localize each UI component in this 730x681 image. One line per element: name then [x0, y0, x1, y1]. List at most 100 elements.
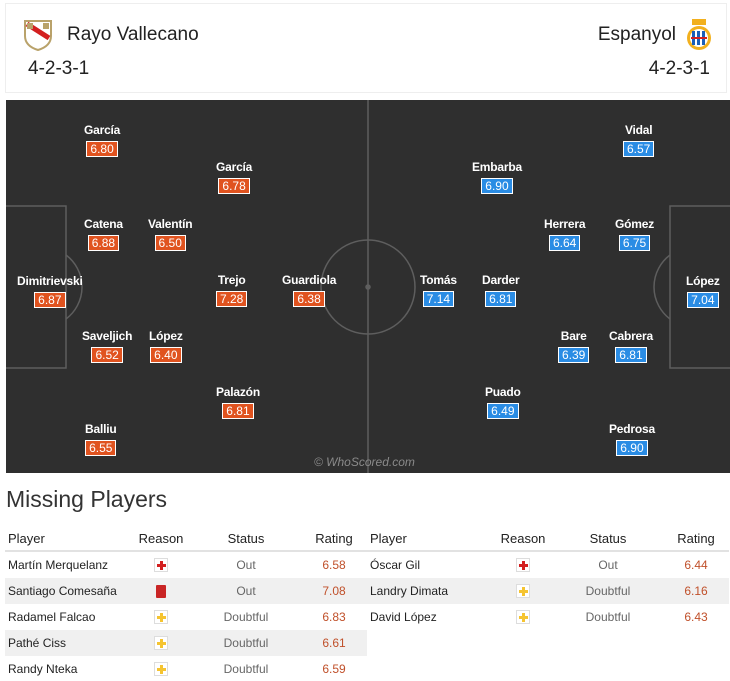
doubtful-icon: [154, 610, 168, 624]
status: Doubtful: [585, 584, 631, 598]
player-name[interactable]: Santiago Comesaña: [8, 584, 117, 598]
doubtful-icon: [516, 584, 530, 598]
doubtful-icon: [516, 610, 530, 624]
home-player[interactable]: López 6.40: [149, 329, 183, 363]
player-name[interactable]: David López: [370, 610, 437, 624]
table-row[interactable]: Martín Merquelanz Out 6.58: [5, 552, 367, 578]
doubtful-icon: [154, 636, 168, 650]
missing-players-title: Missing Players: [6, 486, 168, 512]
col-player: Player: [370, 530, 407, 546]
status: Doubtful: [585, 610, 631, 624]
player-name[interactable]: Martín Merquelanz: [8, 558, 109, 572]
table-row[interactable]: Óscar Gil Out 6.44: [367, 552, 729, 578]
player-rating: 6.78: [218, 178, 250, 194]
player-name[interactable]: Pathé Ciss: [8, 636, 67, 650]
away-player[interactable]: Herrera 6.64: [544, 217, 586, 251]
rating: 6.58: [322, 558, 346, 572]
player-name: García: [216, 160, 253, 174]
status: Doubtful: [223, 662, 269, 676]
player-name: Palazón: [216, 385, 260, 399]
rating: 6.83: [322, 610, 346, 624]
away-missing-table: Player Reason Status Rating Óscar Gil Ou…: [367, 526, 729, 630]
table-row[interactable]: Radamel Falcao Doubtful 6.83: [5, 604, 367, 630]
away-player[interactable]: Bare 6.39: [558, 329, 590, 363]
player-rating: 6.88: [87, 235, 120, 251]
player-rating: 6.75: [618, 235, 651, 251]
player-rating: 6.38: [293, 291, 325, 307]
table-row[interactable]: Santiago Comesaña Out 7.08: [5, 578, 367, 604]
away-player[interactable]: Tomás 7.14: [420, 273, 457, 307]
home-player[interactable]: Catena 6.88: [84, 217, 123, 251]
away-player[interactable]: Cabrera 6.81: [609, 329, 653, 363]
home-missing-table: Player Reason Status Rating Martín Merqu…: [5, 526, 367, 681]
rayo-vallecano-badge-icon: [24, 20, 52, 52]
away-player[interactable]: Darder 6.81: [482, 273, 520, 307]
home-player[interactable]: Valentín 6.50: [148, 217, 193, 251]
player-rating: 6.90: [616, 440, 648, 456]
table-row[interactable]: Randy Nteka Doubtful 6.59: [5, 656, 367, 681]
status: Doubtful: [223, 610, 269, 624]
doubtful-icon: [154, 662, 168, 676]
away-player[interactable]: Gómez 6.75: [615, 217, 654, 251]
player-name: Vidal: [624, 123, 653, 137]
player-name[interactable]: Landry Dimata: [370, 584, 449, 598]
rating: 7.08: [322, 584, 346, 598]
rating: 6.61: [322, 636, 346, 650]
away-player[interactable]: Vidal 6.57: [623, 123, 655, 157]
player-rating: 7.28: [216, 291, 248, 307]
player-name: Cabrera: [609, 329, 653, 343]
rating: 6.59: [322, 662, 346, 676]
away-player[interactable]: Embarba 6.90: [472, 160, 522, 194]
status: Out: [236, 558, 256, 572]
col-reason: Reason: [138, 530, 184, 546]
player-name: Darder: [482, 273, 520, 287]
rating: 6.44: [684, 558, 708, 572]
away-player[interactable]: Pedrosa 6.90: [609, 422, 655, 456]
home-team[interactable]: Rayo Vallecano: [21, 18, 199, 52]
pitch: Dimitrievski 6.87 García 6.80 Catena 6.8…: [6, 100, 730, 473]
home-player[interactable]: Guardiola 6.38: [282, 273, 336, 307]
home-player[interactable]: Trejo 7.28: [216, 273, 248, 307]
espanyol-badge-icon: [687, 19, 711, 50]
home-player[interactable]: Saveljich 6.52: [82, 329, 132, 363]
match-header: Rayo Vallecano 4-2-3-1 Espanyol 4-2-3-1: [5, 3, 727, 93]
player-name: Puado: [485, 385, 521, 399]
home-player[interactable]: García 6.78: [216, 160, 252, 194]
col-player: Player: [8, 530, 45, 546]
table-row[interactable]: David López Doubtful 6.43: [367, 604, 729, 630]
player-name: Trejo: [217, 273, 246, 287]
player-name: Valentín: [148, 217, 193, 231]
table-row[interactable]: Landry Dimata Doubtful 6.16: [367, 578, 729, 604]
player-name: Balliu: [85, 422, 117, 436]
player-name: Guardiola: [282, 273, 337, 287]
home-player[interactable]: Palazón 6.81: [216, 385, 260, 419]
player-name[interactable]: Óscar Gil: [370, 558, 421, 572]
player-name[interactable]: Radamel Falcao: [8, 610, 96, 624]
away-team[interactable]: Espanyol: [598, 18, 714, 52]
player-rating: 7.14: [422, 291, 455, 307]
rating: 6.43: [684, 610, 708, 624]
table-header: Player Reason Status Rating: [5, 526, 367, 552]
home-player[interactable]: Balliu 6.55: [85, 422, 117, 456]
injury-icon: [516, 558, 530, 572]
home-player[interactable]: Dimitrievski 6.87: [17, 274, 83, 308]
away-player[interactable]: López 7.04: [686, 274, 720, 308]
player-rating: 6.57: [623, 141, 655, 157]
player-rating: 6.90: [481, 178, 513, 194]
player-name[interactable]: Randy Nteka: [8, 662, 78, 676]
away-player[interactable]: Puado 6.49: [485, 385, 521, 419]
col-rating: Rating: [677, 530, 715, 546]
table-row[interactable]: Pathé Ciss Doubtful 6.61: [5, 630, 367, 656]
rating: 6.16: [684, 584, 708, 598]
player-rating: 6.81: [485, 291, 517, 307]
home-player[interactable]: García 6.80: [84, 123, 120, 157]
player-rating: 6.55: [85, 440, 117, 456]
away-team-name: Espanyol: [597, 24, 676, 45]
table-header: Player Reason Status Rating: [367, 526, 729, 552]
player-name: López: [686, 274, 720, 288]
player-rating: 6.87: [34, 292, 66, 308]
player-rating: 6.40: [150, 347, 182, 363]
col-status: Status: [227, 530, 265, 546]
player-rating: 6.50: [154, 235, 186, 251]
red-card-icon: [156, 584, 166, 598]
